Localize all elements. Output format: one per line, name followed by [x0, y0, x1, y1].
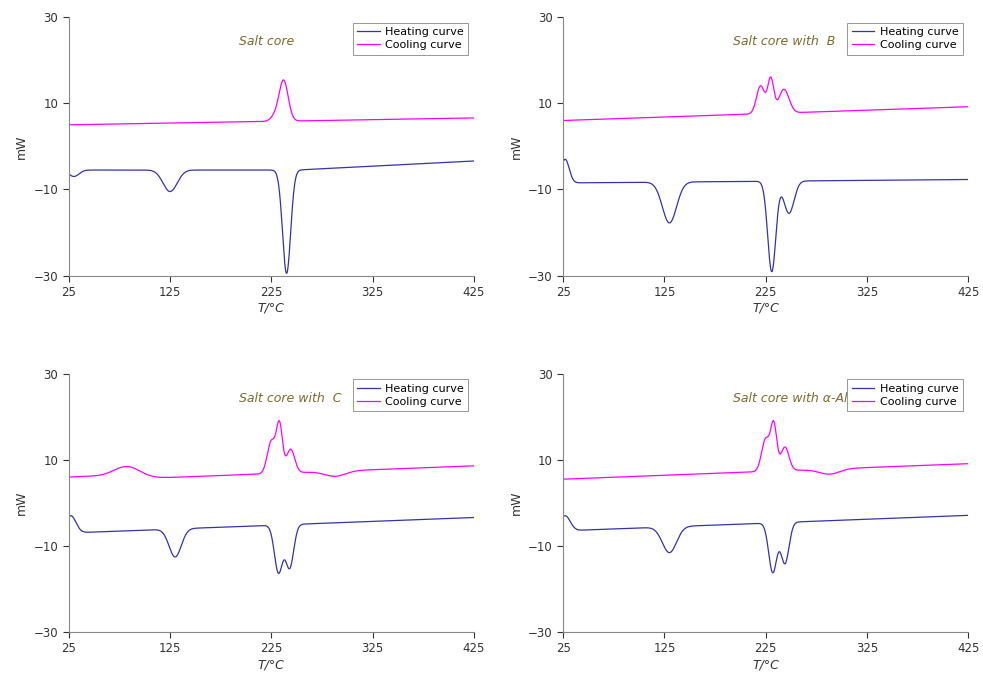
X-axis label: T/°C: T/°C [752, 302, 780, 315]
Line: Heating curve: Heating curve [563, 515, 968, 573]
Heating curve [766, 267, 778, 275]
Cooling curve [962, 460, 974, 468]
Cooling curve [765, 73, 777, 81]
Heating curve [557, 158, 569, 166]
Cooling curve [417, 115, 429, 123]
Legend: Heating curve, Cooling curve: Heating curve, Cooling curve [353, 379, 469, 411]
Cooling curve [954, 460, 966, 468]
Line: Heating curve: Heating curve [69, 516, 474, 574]
Legend: Heating curve, Cooling curve: Heating curve, Cooling curve [847, 379, 962, 411]
Line: Heating curve: Heating curve [563, 159, 968, 271]
Cooling curve [911, 104, 923, 113]
Cooling curve [218, 471, 230, 480]
Cooling curve [627, 114, 639, 122]
Heating curve [604, 179, 615, 187]
Heating curve [730, 177, 742, 185]
Cooling curve [460, 114, 472, 122]
Heating curve [713, 177, 724, 185]
Heating curve [281, 269, 293, 278]
Cooling curve [273, 416, 285, 425]
Heating curve [133, 166, 145, 174]
Cooling curve [962, 102, 974, 111]
Heating curve [604, 525, 615, 533]
Legend: Heating curve, Cooling curve: Heating curve, Cooling curve [353, 23, 469, 55]
Cooling curve [627, 473, 639, 481]
Line: Cooling curve: Cooling curve [563, 77, 968, 120]
Cooling curve [557, 475, 569, 484]
Heating curve [557, 513, 569, 521]
Heating curve [63, 513, 75, 521]
Cooling curve [218, 118, 230, 126]
Line: Cooling curve: Cooling curve [563, 420, 968, 480]
X-axis label: T/°C: T/°C [258, 658, 285, 671]
Heating curve [460, 157, 472, 166]
Y-axis label: mW: mW [15, 491, 29, 515]
Legend: Heating curve, Cooling curve: Heating curve, Cooling curve [847, 23, 962, 55]
Cooling curve [63, 121, 75, 129]
Heating curve [63, 170, 75, 178]
Heating curve [468, 513, 480, 521]
Heating curve [911, 513, 923, 521]
Cooling curve [730, 111, 742, 119]
Heating curve [627, 524, 639, 532]
Heating curve [109, 166, 121, 174]
Cooling curve [109, 120, 121, 128]
Heating curve [468, 157, 480, 165]
Cooling curve [713, 111, 724, 120]
Heating curve [109, 527, 121, 535]
X-axis label: T/°C: T/°C [752, 658, 780, 671]
Line: Heating curve: Heating curve [69, 161, 474, 273]
Line: Cooling curve: Cooling curve [69, 80, 474, 125]
Cooling curve [63, 473, 75, 481]
Heating curve [767, 569, 779, 577]
Heating curve [559, 155, 571, 164]
Cooling curve [604, 115, 615, 123]
Heating curve [713, 521, 724, 529]
Heating curve [236, 166, 248, 174]
Heating curve [65, 512, 77, 520]
Y-axis label: mW: mW [509, 134, 522, 159]
Y-axis label: mW: mW [15, 134, 29, 159]
Cooling curve [277, 76, 289, 84]
Cooling curve [236, 117, 248, 126]
Line: Cooling curve: Cooling curve [69, 420, 474, 477]
Cooling curve [713, 469, 724, 477]
Cooling curve [911, 462, 923, 470]
Heating curve [730, 520, 742, 528]
Cooling curve [730, 469, 742, 477]
Cooling curve [768, 416, 780, 425]
Heating curve [218, 523, 230, 531]
X-axis label: T/°C: T/°C [258, 302, 285, 315]
Heating curve [218, 166, 230, 174]
Cooling curve [236, 471, 248, 479]
Heating curve [962, 175, 974, 183]
Heating curve [417, 515, 429, 523]
Heating curve [417, 159, 429, 168]
Cooling curve [557, 116, 569, 124]
Heating curve [134, 526, 145, 534]
Cooling curve [133, 466, 145, 475]
Heating curve [236, 522, 248, 530]
Heating curve [460, 514, 472, 522]
Cooling curve [604, 473, 615, 482]
Cooling curve [417, 464, 429, 472]
Text: Salt core with α-Al2O3: Salt core with α-Al2O3 [733, 392, 874, 405]
Y-axis label: mW: mW [509, 491, 522, 515]
Cooling curve [109, 466, 121, 474]
Heating curve [962, 511, 974, 519]
Heating curve [954, 175, 966, 183]
Text: Salt core with  B: Salt core with B [733, 35, 836, 48]
Cooling curve [954, 103, 966, 111]
Heating curve [911, 176, 923, 184]
Text: Salt core: Salt core [239, 35, 294, 48]
Cooling curve [460, 462, 472, 471]
Cooling curve [468, 462, 480, 470]
Cooling curve [160, 473, 172, 482]
Heating curve [273, 570, 285, 578]
Cooling curve [133, 120, 145, 128]
Text: Salt core with  C: Salt core with C [239, 392, 341, 405]
Heating curve [954, 512, 966, 520]
Heating curve [627, 178, 639, 186]
Cooling curve [468, 114, 480, 122]
